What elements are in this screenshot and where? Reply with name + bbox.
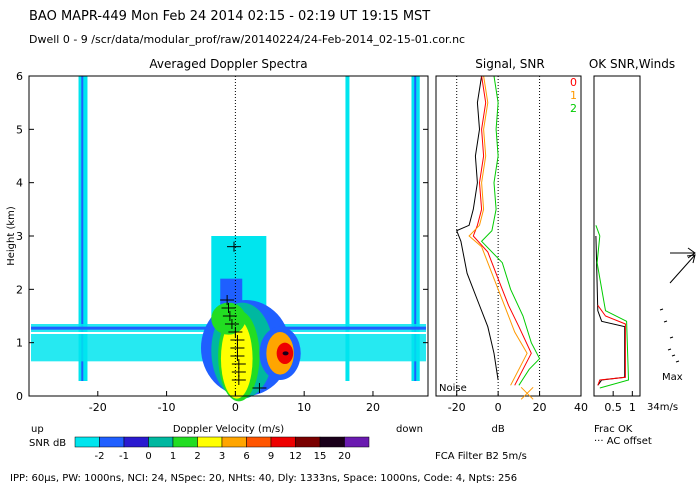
colorbar-tick-6: 6: [243, 451, 249, 462]
signal-frame: [435, 75, 582, 397]
signal-xtick-label--20: -20: [448, 401, 466, 414]
header-title: BAO MAPR-449 Mon Feb 24 2014 02:15 - 02:…: [29, 9, 431, 24]
spectra-xlabel: Doppler Velocity (m/s): [173, 424, 284, 435]
ok-legend-ac: ··· AC offset: [594, 436, 652, 447]
ok-frame: [593, 75, 641, 397]
signal-title: Signal, SNR: [475, 57, 544, 71]
spectra-ytick-label-3: 3: [16, 230, 23, 243]
colorbar-tick-5: 3: [219, 451, 225, 462]
spectra-ytick-label-4: 4: [16, 177, 23, 190]
spectra-up-label: up: [31, 424, 44, 435]
signal-series-2: [480, 75, 541, 386]
ok-series-green: [595, 225, 630, 389]
colorbar-swatch-11: [344, 436, 370, 448]
colorbar-tick-3: 1: [170, 451, 176, 462]
spectra-down-label: down: [396, 424, 423, 435]
ok-xtick-label-0: 0.5: [604, 401, 622, 414]
signal-series-noise: [456, 75, 499, 381]
spectra-ytick-label-5: 5: [16, 123, 23, 136]
spectra-ylabel: Height (km): [6, 206, 17, 266]
wind-barb-1: [663, 320, 668, 323]
colorbar-swatch-10: [319, 436, 345, 448]
wind-arrow-2: [669, 254, 696, 284]
wind-max-value: 34m/s: [647, 402, 678, 413]
signal-xtick-label-0: 0: [495, 401, 502, 414]
heatmap-stripe-mid: [345, 76, 350, 381]
spectra-xtick-label-10: 10: [297, 401, 311, 414]
wind-max-label: Max: [662, 372, 683, 383]
signal-legend-0: 0: [570, 76, 577, 89]
signal-x-marker: [520, 386, 534, 400]
ok-legend-frac: Frac OK: [594, 424, 633, 435]
colorbar-tick-4: 2: [194, 451, 200, 462]
colorbar-swatch-1: [99, 436, 125, 448]
signal-series-0: [472, 75, 532, 386]
spectra-ytick-label-6: 6: [16, 70, 23, 83]
colorbar-label: SNR dB: [29, 438, 66, 449]
heatmap-stripe-right-core: [414, 76, 417, 381]
spectra-ytick-label-1: 1: [16, 337, 23, 350]
colorbar-tick-8: 12: [289, 451, 302, 462]
heatmap-echo2-core: [282, 351, 289, 356]
heatmap-echo-yellow: [220, 318, 253, 399]
colorbar-swatch-0: [74, 436, 100, 448]
wind-barb-3: [667, 348, 672, 351]
spectra-xtick-label--20: -20: [89, 401, 107, 414]
colorbar-swatch-4: [172, 436, 198, 448]
heatmap-stripe-left-core: [81, 76, 84, 381]
spectra-ytick-label-0: 0: [16, 390, 23, 403]
signal-series-1: [468, 75, 528, 386]
footer-params: IPP: 60μs, PW: 1000ns, NCI: 24, NSpec: 2…: [10, 473, 518, 484]
colorbar-swatch-6: [221, 436, 247, 448]
colorbar-swatch-9: [295, 436, 321, 448]
ok-xtick-label-1: 1: [629, 401, 636, 414]
colorbar-swatch-7: [246, 436, 272, 448]
colorbar-swatch-8: [270, 436, 296, 448]
colorbar-tick-0: -2: [95, 451, 105, 462]
wind-barb-4: [671, 354, 676, 357]
ok-series-red: [597, 305, 626, 386]
colorbar-tick-1: -1: [119, 451, 129, 462]
spectra-xtick-label-20: 20: [366, 401, 380, 414]
signal-legend-1: 1: [570, 89, 577, 102]
wind-barb-0: [659, 308, 664, 311]
spectra-ytick-label-2: 2: [16, 283, 23, 296]
signal-legend-2: 2: [570, 102, 577, 115]
colorbar-swatch-5: [197, 436, 223, 448]
colorbar-swatch-3: [148, 436, 174, 448]
footer-filter: FCA Filter B2 5m/s: [435, 451, 527, 462]
signal-xtick-label-20: 20: [533, 401, 547, 414]
signal-noise-label: Noise: [439, 383, 467, 394]
colorbar-tick-10: 20: [338, 451, 351, 462]
spectra-xtick-label--10: -10: [158, 401, 176, 414]
colorbar-tick-9: 15: [314, 451, 327, 462]
colorbar-tick-2: 0: [145, 451, 151, 462]
signal-xlabel: dB: [492, 424, 505, 435]
wind-barb-5: [675, 360, 680, 363]
wind-barb-2: [669, 336, 674, 339]
header-subtitle: Dwell 0 - 9 /scr/data/modular_prof/raw/2…: [29, 33, 466, 46]
heatmap-mid-green: [211, 302, 246, 335]
spectra-title: Averaged Doppler Spectra: [149, 57, 307, 71]
wind-arrow-1: [670, 247, 696, 259]
ok-title: OK SNR,Winds: [589, 57, 675, 71]
ok-series-frac-ok: [595, 235, 626, 386]
spectra-xtick-label-0: 0: [232, 401, 239, 414]
colorbar-swatch-2: [123, 436, 149, 448]
signal-xtick-label-40: 40: [574, 401, 588, 414]
colorbar-tick-7: 9: [268, 451, 274, 462]
